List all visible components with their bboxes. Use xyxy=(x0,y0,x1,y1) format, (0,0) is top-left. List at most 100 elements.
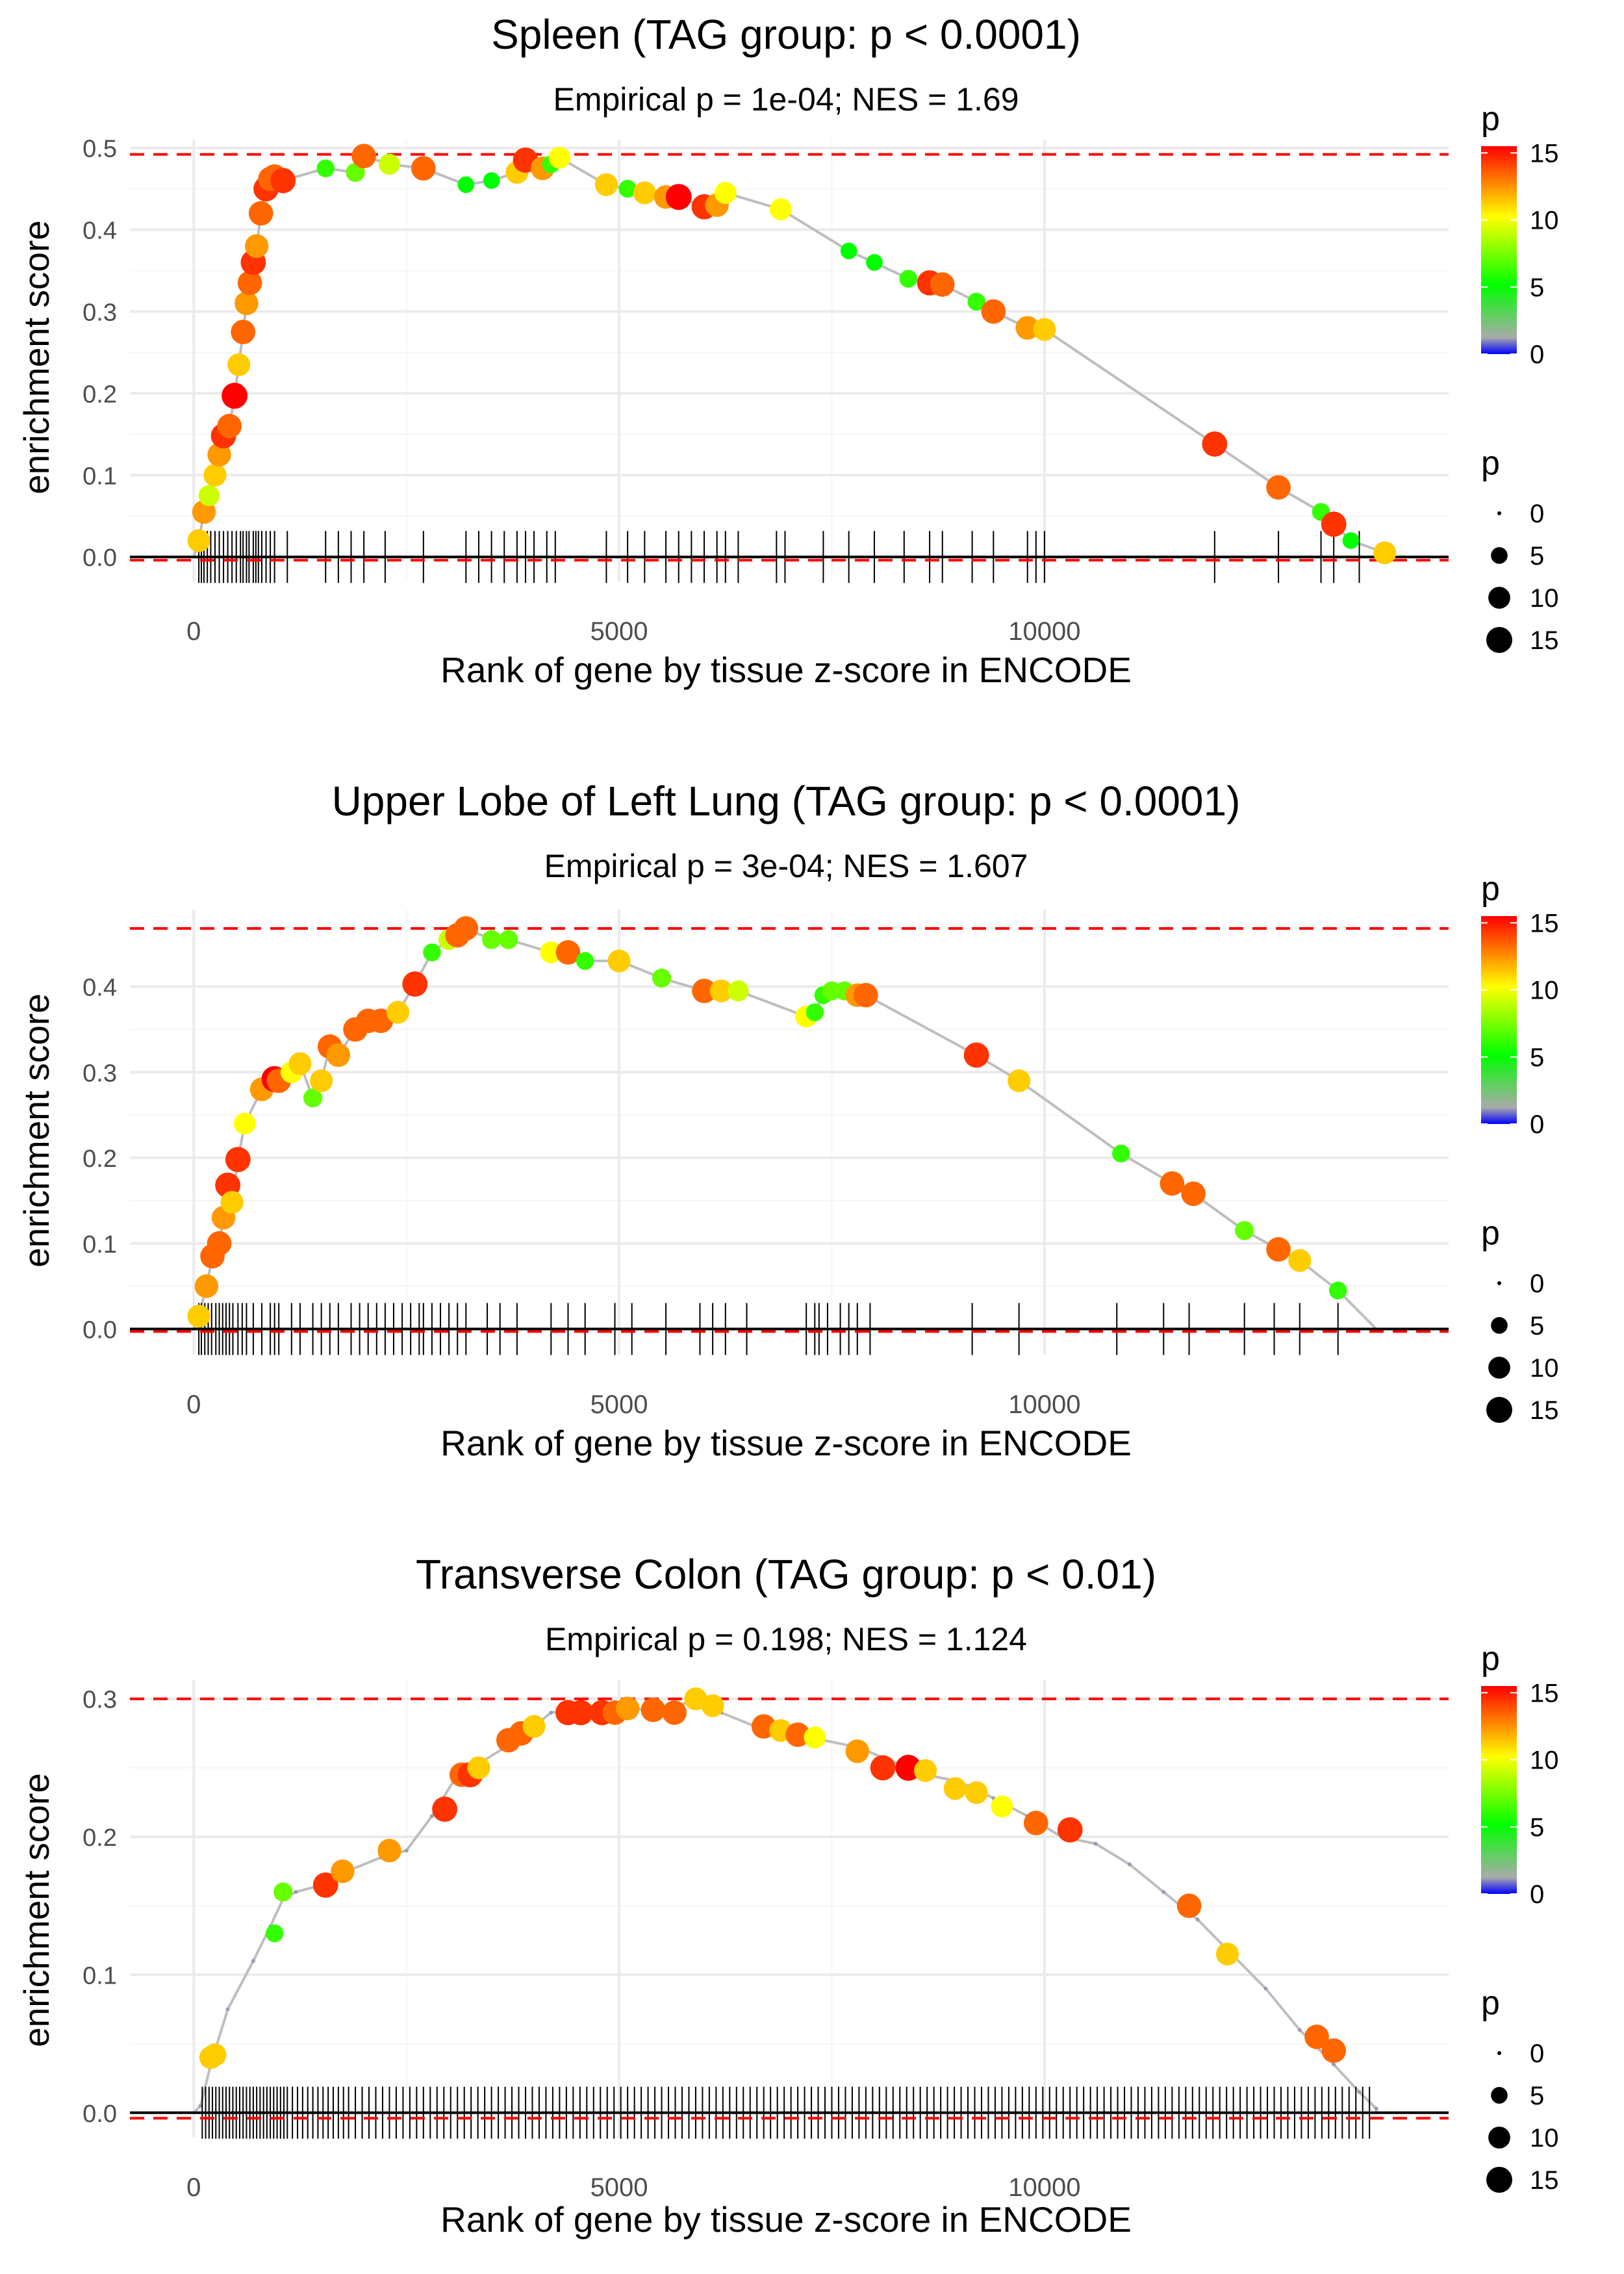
chart-subtitle: Empirical p = 3e-04; NES = 1.607 xyxy=(544,848,1028,884)
data-point xyxy=(217,413,242,439)
data-point xyxy=(943,1777,967,1800)
x-tick-label: 5000 xyxy=(590,617,648,646)
color-legend: p 0 5 10 15 xyxy=(1481,1640,1559,1909)
data-point xyxy=(351,144,376,169)
data-point xyxy=(377,1839,401,1863)
data-point xyxy=(310,1069,333,1093)
curve-point xyxy=(198,2104,203,2108)
data-point xyxy=(967,292,985,311)
size-legend-key xyxy=(1497,511,1501,515)
data-point xyxy=(770,198,792,220)
curve-point xyxy=(225,2007,230,2012)
color-bar-label: 10 xyxy=(1530,977,1559,1005)
y-tick-label: 0.0 xyxy=(82,2101,117,2128)
data-point xyxy=(194,1274,219,1298)
data-point xyxy=(607,949,631,973)
size-legend-key xyxy=(1488,2127,1510,2149)
size-legend-key xyxy=(1486,1397,1512,1423)
size-legend-label: 0 xyxy=(1530,2039,1544,2068)
data-point xyxy=(220,1190,244,1214)
data-point xyxy=(540,941,563,964)
color-bar-label: 10 xyxy=(1530,207,1559,235)
data-point xyxy=(1176,1893,1202,1919)
y-tick-label: 0.0 xyxy=(82,1316,117,1344)
size-legend-key xyxy=(1486,627,1512,653)
data-point xyxy=(203,2043,227,2067)
data-point xyxy=(244,234,269,258)
x-axis-label: Rank of gene by tissue z-score in ENCODE xyxy=(440,2199,1132,2240)
data-point xyxy=(1202,431,1228,457)
data-point xyxy=(386,1001,410,1024)
data-point xyxy=(594,173,618,196)
curve-point xyxy=(1332,2062,1336,2067)
data-point xyxy=(963,1042,989,1068)
y-axis-label: enrichment score xyxy=(16,993,57,1268)
data-point xyxy=(1288,1249,1312,1272)
x-tick-label: 5000 xyxy=(590,1390,648,1419)
color-bar-label: 15 xyxy=(1530,1679,1559,1707)
x-tick-label: 10000 xyxy=(1008,617,1080,646)
size-legend-key xyxy=(1488,587,1510,609)
data-point xyxy=(1266,1237,1291,1262)
data-point xyxy=(248,201,273,226)
curve-point xyxy=(294,1890,298,1895)
color-legend: p 0 5 10 15 xyxy=(1481,100,1559,369)
x-tick-label: 0 xyxy=(186,1390,201,1419)
data-point xyxy=(576,952,594,970)
data-point xyxy=(899,270,918,288)
data-point xyxy=(615,1696,640,1720)
color-bar xyxy=(1481,916,1517,1124)
y-tick-label: 0.4 xyxy=(82,218,117,245)
plot-area: 0.0 0.1 0.2 0.3 0.4 0.5 0 5000 10000 xyxy=(82,136,1449,646)
data-point xyxy=(187,529,210,552)
data-point xyxy=(1033,318,1056,341)
data-point xyxy=(701,1694,724,1717)
curve-point xyxy=(429,1814,434,1819)
data-point xyxy=(207,442,231,467)
size-legend-title: p xyxy=(1481,1214,1500,1252)
data-point xyxy=(207,1231,232,1256)
data-point xyxy=(379,153,400,175)
curve-point xyxy=(1357,2089,1362,2094)
data-point xyxy=(709,979,733,1003)
data-point xyxy=(312,1872,338,1898)
data-point xyxy=(288,1052,312,1075)
curve-point xyxy=(1161,1890,1166,1895)
color-bar-label: 5 xyxy=(1530,274,1544,302)
data-point xyxy=(804,1726,826,1749)
chart-subtitle: Empirical p = 1e-04; NES = 1.69 xyxy=(553,81,1019,118)
data-point xyxy=(870,1755,896,1781)
y-tick-label: 0.0 xyxy=(82,544,117,572)
size-legend-key xyxy=(1486,2167,1512,2193)
curve-point xyxy=(1195,1917,1200,1922)
panel-3: Transverse Colon (TAG group: p < 0.01) E… xyxy=(16,1551,1559,2240)
color-bar-label: 5 xyxy=(1530,1813,1544,1842)
curve-point xyxy=(1297,2028,1302,2032)
panel-1: Spleen (TAG group: p < 0.0001) Empirical… xyxy=(16,11,1559,690)
curve-point xyxy=(251,1959,255,1963)
x-tick-label: 0 xyxy=(186,617,201,646)
data-point xyxy=(785,1722,810,1747)
data-point xyxy=(641,1697,666,1722)
plot-area: 0.0 0.1 0.2 0.3 0 5000 10000 xyxy=(82,1680,1449,2202)
size-legend-label: 15 xyxy=(1530,1396,1559,1425)
y-tick-label: 0.3 xyxy=(82,1060,117,1087)
data-point xyxy=(1235,1221,1254,1240)
y-tick-label: 0.1 xyxy=(82,1231,117,1258)
size-legend-label: 10 xyxy=(1530,2124,1559,2153)
data-point xyxy=(1373,541,1397,565)
chart-title: Spleen (TAG group: p < 0.0001) xyxy=(491,11,1081,58)
y-axis-label: enrichment score xyxy=(16,220,57,494)
data-point xyxy=(665,184,692,211)
curve-point xyxy=(549,1710,553,1715)
enrichment-curve xyxy=(192,926,1378,1330)
data-point xyxy=(326,1043,351,1067)
color-bar-label: 15 xyxy=(1530,139,1559,168)
color-bar xyxy=(1481,1686,1517,1894)
data-point xyxy=(1057,1817,1083,1843)
data-point xyxy=(1160,1171,1185,1196)
y-tick-label: 0.2 xyxy=(82,381,117,408)
size-legend-label: 10 xyxy=(1530,584,1559,613)
size-legend-label: 5 xyxy=(1530,542,1544,570)
curve-point xyxy=(1093,1841,1098,1846)
